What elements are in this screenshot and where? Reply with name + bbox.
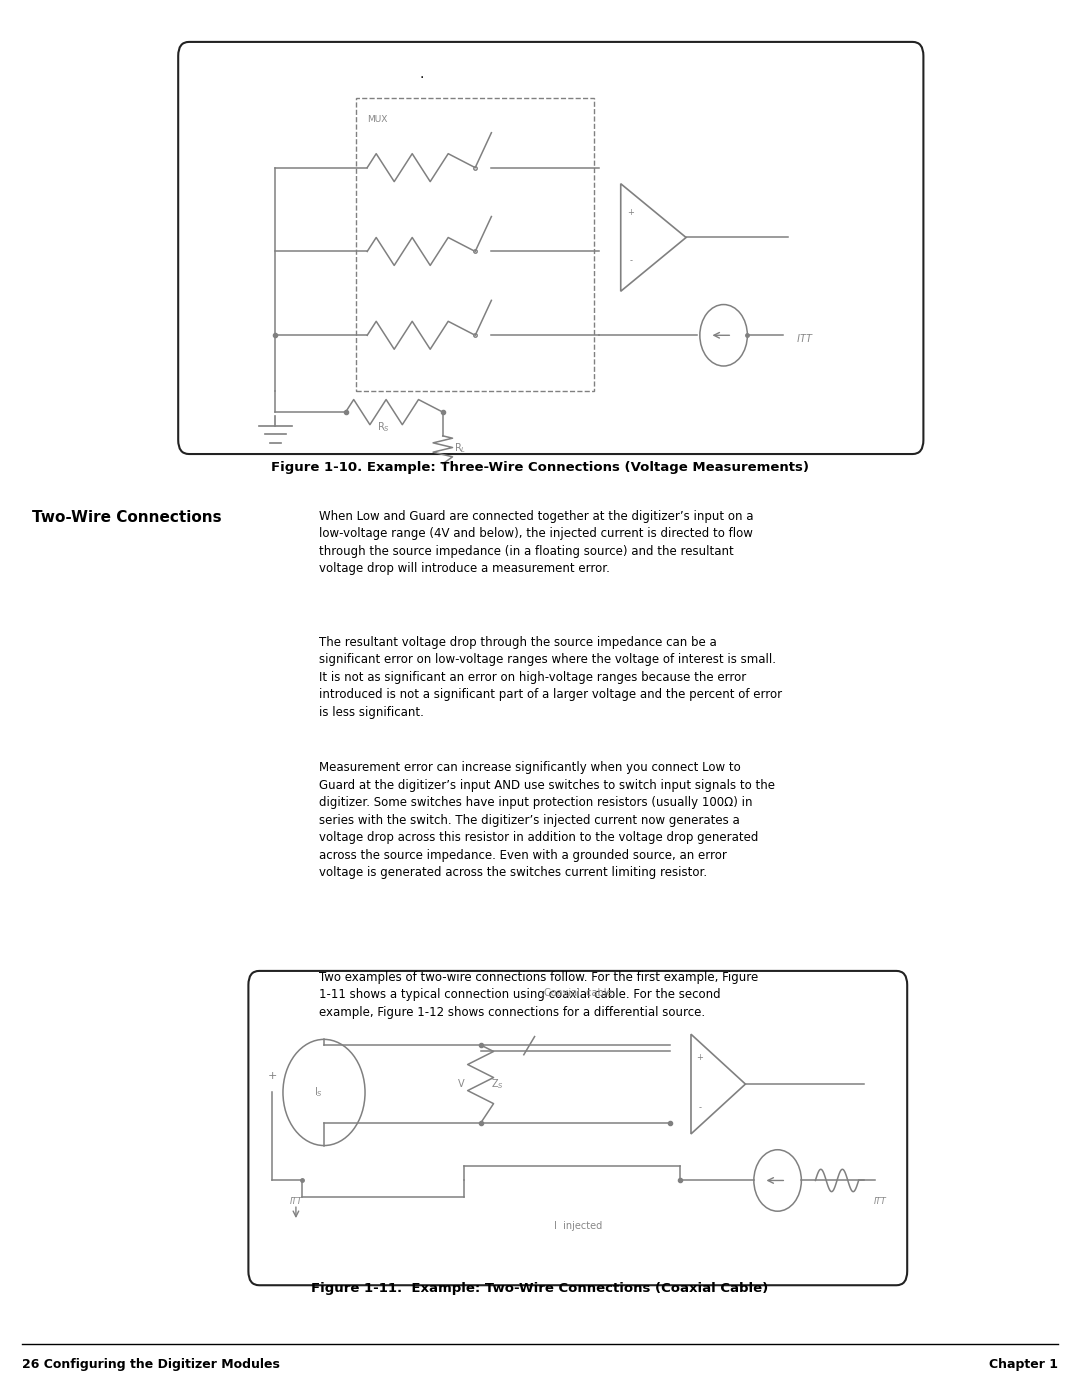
Text: .: .: [419, 67, 423, 81]
Text: I  injected: I injected: [554, 1221, 602, 1231]
Text: Coaxial  cable: Coaxial cable: [543, 988, 612, 997]
Text: -: -: [630, 256, 632, 265]
Text: ITT: ITT: [874, 1197, 887, 1206]
Text: Two examples of two-wire connections follow. For the first example, Figure
1-11 : Two examples of two-wire connections fol…: [319, 971, 758, 1018]
Text: ITT: ITT: [794, 334, 812, 344]
Text: Measurement error can increase significantly when you connect Low to
Guard at th: Measurement error can increase significa…: [319, 761, 774, 879]
Text: Chapter 1: Chapter 1: [989, 1358, 1058, 1370]
Text: Figure 1-10. Example: Three-Wire Connections (Voltage Measurements): Figure 1-10. Example: Three-Wire Connect…: [271, 461, 809, 474]
Text: Two-Wire Connections: Two-Wire Connections: [32, 510, 222, 525]
Text: ITT: ITT: [289, 1197, 302, 1206]
Text: R$_S$: R$_S$: [377, 420, 390, 434]
Text: Z$_S$: Z$_S$: [491, 1077, 504, 1091]
Text: Figure 1-11.  Example: Two-Wire Connections (Coaxial Cable): Figure 1-11. Example: Two-Wire Connectio…: [311, 1282, 769, 1295]
Text: R$_L$: R$_L$: [454, 441, 465, 455]
Text: MUX: MUX: [367, 115, 388, 123]
Text: The resultant voltage drop through the source impedance can be a
significant err: The resultant voltage drop through the s…: [319, 636, 782, 718]
Text: 26 Configuring the Digitizer Modules: 26 Configuring the Digitizer Modules: [22, 1358, 280, 1370]
Text: +: +: [627, 208, 634, 218]
Text: +: +: [697, 1053, 703, 1062]
Text: I$_S$: I$_S$: [314, 1085, 323, 1099]
FancyBboxPatch shape: [178, 42, 923, 454]
Text: +: +: [268, 1070, 276, 1081]
Text: When Low and Guard are connected together at the digitizer’s input on a
low-volt: When Low and Guard are connected togethe…: [319, 510, 753, 576]
FancyBboxPatch shape: [248, 971, 907, 1285]
Text: V: V: [458, 1078, 464, 1090]
Text: -: -: [699, 1104, 702, 1112]
